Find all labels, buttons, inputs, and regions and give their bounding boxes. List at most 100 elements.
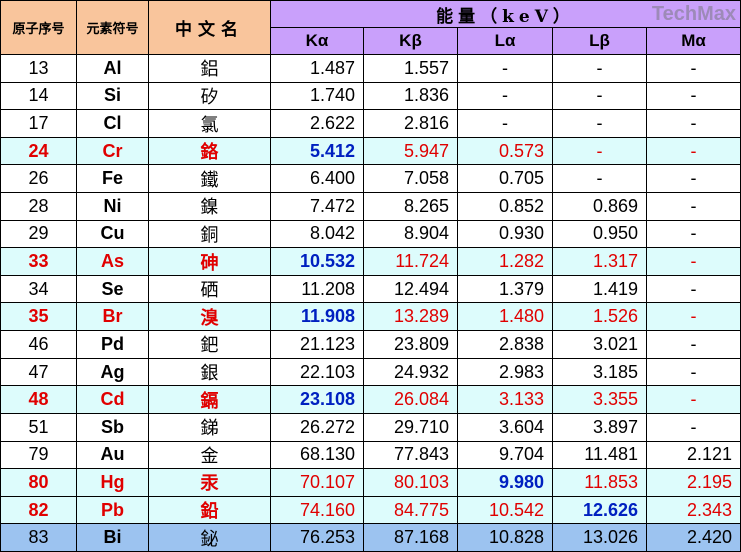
row-label: 34 [1,275,76,303]
row-label: 13 [1,55,76,82]
energy-cell: 12.494 [364,275,457,303]
energy-cell: 2.343 [647,496,740,524]
row-label: Si [77,82,148,110]
energy-cell: 0.869 [553,193,646,220]
row-label: 14 [1,82,76,110]
energy-cell: 3.604 [458,413,552,441]
row-label: Cu [77,220,148,248]
energy-cell: 6.400 [271,165,363,193]
energy-cell: 11.724 [364,248,457,275]
energy-cell: 0.930 [458,220,552,248]
row-label: 82 [1,496,76,524]
row-label: 47 [1,358,76,386]
energy-cell: 3.021 [553,331,646,358]
energy-cell: 1.740 [271,82,363,110]
energy-cell: 8.265 [364,193,457,220]
energy-cell: 2.983 [458,358,552,386]
energy-cell: 0.573 [458,137,552,165]
energy-cell: - [553,55,646,82]
energy-cell: - [647,82,740,110]
energy-cell: 1.379 [458,275,552,303]
row-label: 83 [1,524,76,551]
row-label: 銅 [149,220,270,248]
energy-cell: 2.121 [647,441,740,469]
energy-cell: 7.472 [271,193,363,220]
energy-cell: 3.133 [458,386,552,413]
energy-cell: 0.950 [553,220,646,248]
line-header: Kα [271,28,363,54]
energy-cell: 11.908 [271,303,363,331]
energy-cell: - [553,137,646,165]
row-label: 矽 [149,82,270,110]
energy-cell: - [647,413,740,441]
row-label: Ni [77,193,148,220]
row-label: 硒 [149,275,270,303]
energy-cell: - [647,165,740,193]
row-label: 48 [1,386,76,413]
energy-cell: 87.168 [364,524,457,551]
header-cell: 元素符号 [77,1,148,54]
energy-cell: 11.208 [271,275,363,303]
energy-cell: 2.195 [647,469,740,496]
energy-cell: 8.042 [271,220,363,248]
row-label: 24 [1,137,76,165]
energy-cell: - [458,82,552,110]
energy-cell: 70.107 [271,469,363,496]
energy-cell: 9.980 [458,469,552,496]
energy-cell: 1.487 [271,55,363,82]
row-label: 80 [1,469,76,496]
energy-cell: 1.480 [458,303,552,331]
energy-cell: 22.103 [271,358,363,386]
energy-cell: 1.317 [553,248,646,275]
energy-cell: 23.108 [271,386,363,413]
energy-cell: 10.532 [271,248,363,275]
energy-cell: - [647,358,740,386]
energy-cell: - [647,331,740,358]
energy-cell: 0.852 [458,193,552,220]
header-cell: 中文名 [149,1,270,54]
energy-cell: 24.932 [364,358,457,386]
row-label: 79 [1,441,76,469]
energy-cell: 3.355 [553,386,646,413]
row-label: 氯 [149,110,270,137]
energy-cell: 10.828 [458,524,552,551]
energy-cell: 26.084 [364,386,457,413]
energy-cell: - [647,193,740,220]
row-label: 鉻 [149,137,270,165]
energy-cell: 7.058 [364,165,457,193]
energy-cell: 29.710 [364,413,457,441]
row-label: 鐵 [149,165,270,193]
row-label: 35 [1,303,76,331]
row-label: Br [77,303,148,331]
energy-cell: 1.557 [364,55,457,82]
line-header: Lα [458,28,552,54]
energy-cell: - [647,248,740,275]
energy-cell: 3.897 [553,413,646,441]
row-label: 33 [1,248,76,275]
energy-cell: - [647,110,740,137]
row-label: Hg [77,469,148,496]
energy-cell: 1.282 [458,248,552,275]
row-label: 鎘 [149,386,270,413]
row-label: 汞 [149,469,270,496]
row-label: 鉛 [149,496,270,524]
row-label: Au [77,441,148,469]
row-label: Cl [77,110,148,137]
row-label: Ag [77,358,148,386]
watermark: TechMax [651,3,736,25]
energy-cell: - [647,220,740,248]
energy-cell: - [647,55,740,82]
row-label: Cr [77,137,148,165]
row-label: 鎳 [149,193,270,220]
energy-cell: - [647,386,740,413]
energy-cell: 8.904 [364,220,457,248]
energy-cell: 23.809 [364,331,457,358]
row-label: As [77,248,148,275]
row-label: 銻 [149,413,270,441]
energy-cell: 80.103 [364,469,457,496]
energy-cell: 68.130 [271,441,363,469]
row-label: 鈀 [149,331,270,358]
row-label: 溴 [149,303,270,331]
energy-cell: 76.253 [271,524,363,551]
energy-cell: 0.705 [458,165,552,193]
